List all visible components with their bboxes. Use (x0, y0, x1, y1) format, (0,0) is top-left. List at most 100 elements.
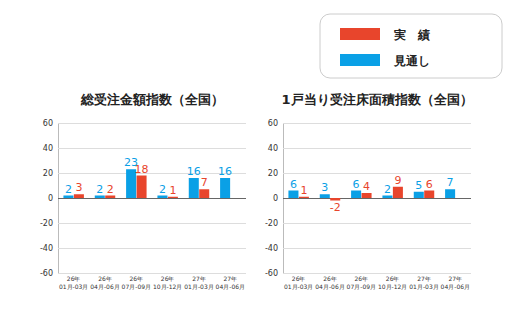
bar (288, 191, 298, 199)
x-tick: 26年10月-12月 (378, 275, 407, 290)
x-tick-label: 27年01月-03月 (184, 275, 213, 290)
x-tick-label-line: 26年 (355, 275, 369, 282)
legend-swatch (340, 54, 380, 66)
y-tick: 40 (268, 144, 471, 153)
y-tick-label: 60 (43, 119, 53, 128)
data-label: 3 (321, 181, 328, 194)
y-tick-label: -60 (265, 269, 278, 278)
y-tick-label: 0 (273, 194, 278, 203)
y-tick-label: -40 (265, 244, 278, 253)
data-label: 7 (201, 176, 208, 189)
y-tick-label: 20 (268, 169, 278, 178)
y-tick-label: -40 (40, 244, 53, 253)
bar (362, 193, 372, 198)
x-tick-label: 27年04月-06月 (441, 275, 470, 290)
y-tick-label: -20 (265, 219, 278, 228)
x-tick: 27年04月-06月 (441, 275, 470, 290)
x-tick-label: 26年04月-06月 (315, 275, 344, 290)
x-tick-label: 26年10月-12月 (378, 275, 407, 290)
x-tick-label-line: 27年 (417, 275, 431, 282)
y-tick: -20 (40, 219, 246, 228)
y-tick: 20 (268, 169, 471, 178)
y-tick-label: 40 (43, 144, 53, 153)
grid-line (283, 248, 471, 249)
x-tick-label-line: 27年 (192, 275, 206, 282)
x-tick: 26年01月-03月 (59, 275, 88, 290)
x-tick-label-line: 01月-03月 (59, 283, 88, 290)
bar (189, 178, 199, 198)
x-tick-label-line: 27年 (224, 275, 238, 282)
bar (351, 191, 361, 199)
x-tick-label: 26年01月-03月 (284, 275, 313, 290)
y-tick-label: 40 (268, 144, 278, 153)
y-tick: 40 (43, 144, 246, 153)
data-label: 23 (124, 156, 138, 169)
legend: 実 績見通し (320, 14, 502, 78)
x-tick-label-line: 26年 (292, 275, 306, 282)
bar (199, 189, 209, 198)
y-tick: 60 (43, 119, 246, 128)
y-tick: 0 (48, 194, 246, 203)
bar (393, 187, 403, 198)
x-tick: 26年01月-03月 (284, 275, 313, 290)
bar (157, 196, 167, 199)
y-axis-line (59, 124, 247, 274)
x-tick-label-line: 26年 (386, 275, 400, 282)
data-label: 7 (447, 176, 454, 189)
x-axis: 26年01月-03月26年04月-06月26年07月-09月26年10月-12月… (284, 275, 470, 290)
bar (424, 191, 434, 199)
data-label: 5 (415, 179, 422, 192)
data-label: 1 (169, 184, 176, 197)
legend-box (320, 14, 502, 78)
x-tick: 26年07月-09月 (122, 275, 151, 290)
x-tick-label: 27年04月-06月 (216, 275, 245, 290)
data-label: 16 (187, 165, 201, 178)
legend-label: 見通し (393, 54, 430, 68)
x-tick: 26年07月-09月 (347, 275, 376, 290)
x-tick-label-line: 26年 (323, 275, 337, 282)
chart-title: 総受注金額指数（全国） (80, 92, 224, 107)
legend-swatch (340, 28, 380, 40)
y-axis-line (284, 124, 472, 274)
x-tick-label-line: 26年 (161, 275, 175, 282)
y-tick-label: -60 (40, 269, 53, 278)
y-axis: -60-40-200204060 (40, 119, 246, 278)
data-label: 2 (65, 183, 72, 196)
bar (74, 194, 84, 198)
x-tick: 27年04月-06月 (216, 275, 245, 290)
grid-line (58, 198, 246, 199)
y-axis: -60 -40 -20 0 20 40 60 (265, 119, 471, 278)
legend-label: 実 績 (393, 28, 430, 42)
x-tick-label-line: 04月-06月 (216, 283, 245, 290)
x-tick-label-line: 10月-12月 (378, 283, 407, 290)
data-label: 2 (159, 183, 166, 196)
x-axis: 26年01月-03月26年04月-06月26年07月-09月26年10月-12月… (59, 275, 245, 290)
x-tick-label: 26年04月-06月 (90, 275, 119, 290)
y-tick-label: 60 (268, 119, 278, 128)
bar (414, 192, 424, 198)
x-tick-label-line: 27年 (449, 275, 463, 282)
bar (445, 189, 455, 198)
grid-line (283, 273, 471, 274)
subplot: 1戸当り受注床面積指数（全国）-60-40-20020406026年01月-03… (265, 92, 473, 290)
bar (105, 196, 115, 199)
x-tick-label: 26年07月-09月 (122, 275, 151, 290)
grid-line (283, 198, 471, 199)
data-label: 3 (75, 181, 82, 194)
grid-line (283, 123, 471, 124)
bar (168, 197, 178, 198)
grid-line (283, 173, 471, 174)
data-label: 4 (363, 180, 370, 193)
x-tick-label-line: 07月-09月 (347, 283, 376, 290)
bar (63, 196, 73, 199)
x-tick-label-line: 04月-06月 (441, 283, 470, 290)
x-tick-label: 26年01月-03月 (59, 275, 88, 290)
x-tick-label: 26年10月-12月 (153, 275, 182, 290)
grid-line (283, 148, 471, 149)
data-label: 6 (353, 178, 360, 191)
data-label: 16 (218, 165, 232, 178)
grid-line (58, 223, 246, 224)
bar (299, 197, 309, 198)
x-tick-label-line: 01月-03月 (184, 283, 213, 290)
data-label: 1 (300, 184, 307, 197)
